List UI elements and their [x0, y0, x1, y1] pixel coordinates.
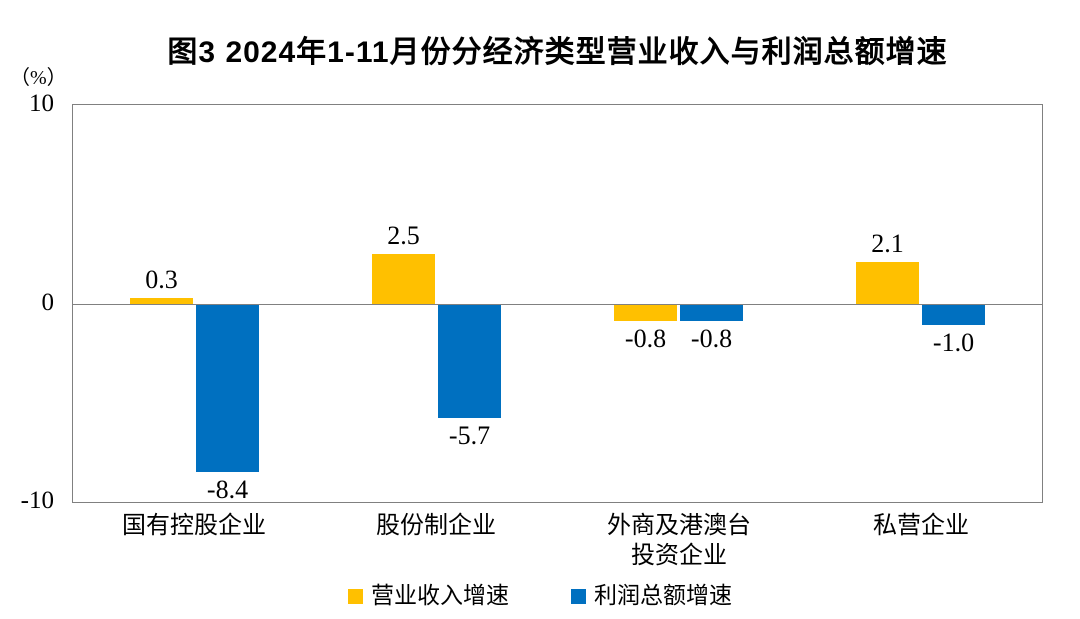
x-category-label-2: 外商及港澳台 投资企业	[569, 511, 789, 571]
bar-value-label-series0-group0: 0.3	[145, 265, 178, 294]
bar-series1-group0	[196, 305, 259, 472]
x-category-label-line: 投资企业	[631, 543, 727, 569]
x-category-label-line: 私营企业	[873, 513, 969, 539]
bar-series0-group1	[372, 254, 435, 304]
x-category-label-line: 国有控股企业	[122, 513, 266, 539]
zero-gridline	[73, 304, 1042, 305]
bar-value-label-series1-group0: -8.4	[206, 475, 249, 504]
x-category-label-0: 国有控股企业	[84, 511, 304, 541]
bar-value-label-series0-group3: 2.1	[871, 229, 904, 258]
x-category-label-line: 股份制企业	[376, 513, 496, 539]
bar-series0-group0	[130, 298, 193, 304]
chart-title: 图3 2024年1-11月份分经济类型营业收入与利润总额增速	[167, 36, 948, 69]
bar-value-label-series1-group1: -5.7	[448, 421, 491, 450]
chart-legend: 营业收入增速 利润总额增速	[0, 582, 1080, 610]
legend-item-series0: 营业收入增速	[348, 582, 509, 610]
legend-item-series1: 利润总额增速	[571, 582, 732, 610]
y-tick-0: 0	[41, 289, 55, 316]
bar-series1-group2	[680, 305, 743, 321]
plot-area: 0.3 -8.4 2.5 -5.7 -0.8 -0.8 2.1 -1.0	[72, 104, 1043, 504]
legend-swatch-icon	[348, 588, 363, 604]
legend-label-series0: 营业收入增速	[371, 583, 509, 608]
x-category-label-1: 股份制企业	[326, 511, 546, 541]
y-tick-10: 10	[29, 90, 54, 117]
bar-series1-group3	[922, 305, 985, 325]
bar-series0-group2	[614, 305, 677, 321]
legend-label-series1: 利润总额增速	[594, 583, 732, 608]
x-category-label-3: 私营企业	[811, 511, 1031, 541]
bar-value-label-series0-group2: -0.8	[624, 324, 667, 353]
bar-value-label-series0-group1: 2.5	[387, 221, 420, 250]
bar-series1-group1	[438, 305, 501, 418]
bar-value-label-series1-group3: -1.0	[932, 328, 975, 357]
x-category-label-line: 外商及港澳台	[607, 513, 751, 539]
bar-series0-group3	[856, 262, 919, 304]
legend-swatch-icon	[571, 588, 586, 604]
y-tick--10: -10	[20, 487, 54, 514]
bar-value-label-series1-group2: -0.8	[690, 324, 733, 353]
y-axis-unit-label: （%）	[10, 67, 67, 89]
